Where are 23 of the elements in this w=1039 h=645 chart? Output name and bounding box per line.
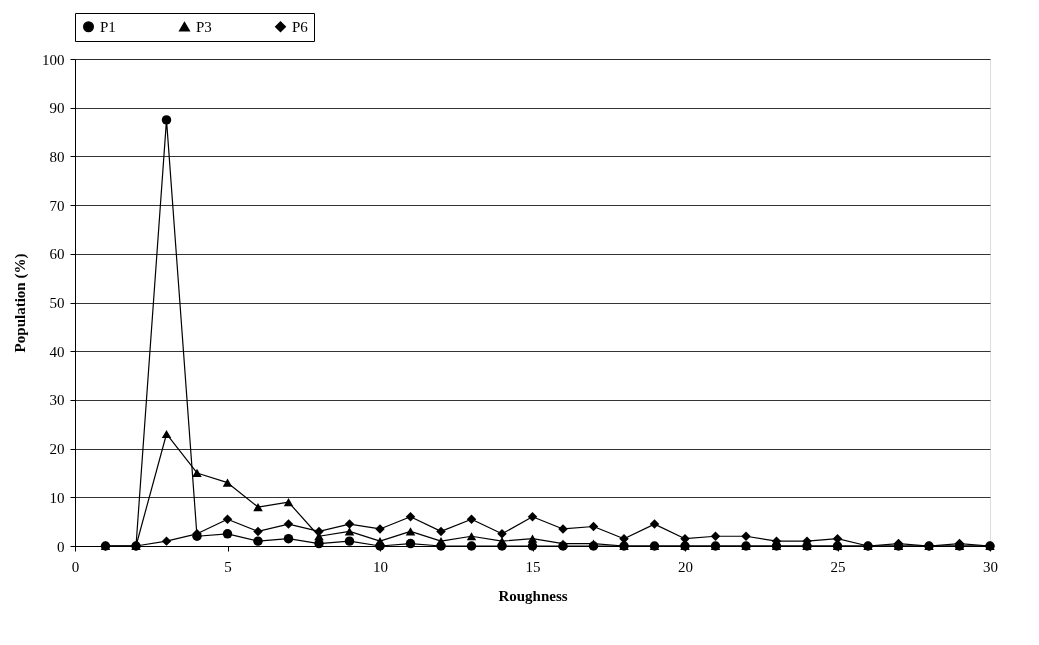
x-tick-label: 30 [983,558,998,575]
legend-label: P1 [100,18,116,35]
y-tick-label: 60 [49,246,65,263]
x-tick-label: 0 [71,558,80,575]
y-tick-label: 0 [57,538,65,555]
legend-label: P6 [292,18,309,35]
y-tick-label: 50 [49,295,65,311]
y-tick-label: 90 [49,100,65,117]
y-tick-label: 10 [49,489,65,506]
y-tick-label: 70 [49,197,65,214]
x-tick-label: 5 [224,558,232,575]
y-tick-label: 30 [49,392,65,409]
y-tick-label: 100 [42,51,65,68]
y-tick-label: 20 [49,441,65,458]
x-tick-label: 10 [373,558,388,575]
y-tick-label: 80 [49,148,65,165]
x-axis-title: Roughness [498,587,568,604]
x-tick-label: 25 [830,558,846,575]
x-tick-label: 15 [525,558,541,575]
y-axis-title: Population (%) [12,253,29,353]
x-tick-label: 20 [678,558,693,575]
y-tick-label: 40 [49,343,65,360]
legend-label: P3 [196,18,212,35]
